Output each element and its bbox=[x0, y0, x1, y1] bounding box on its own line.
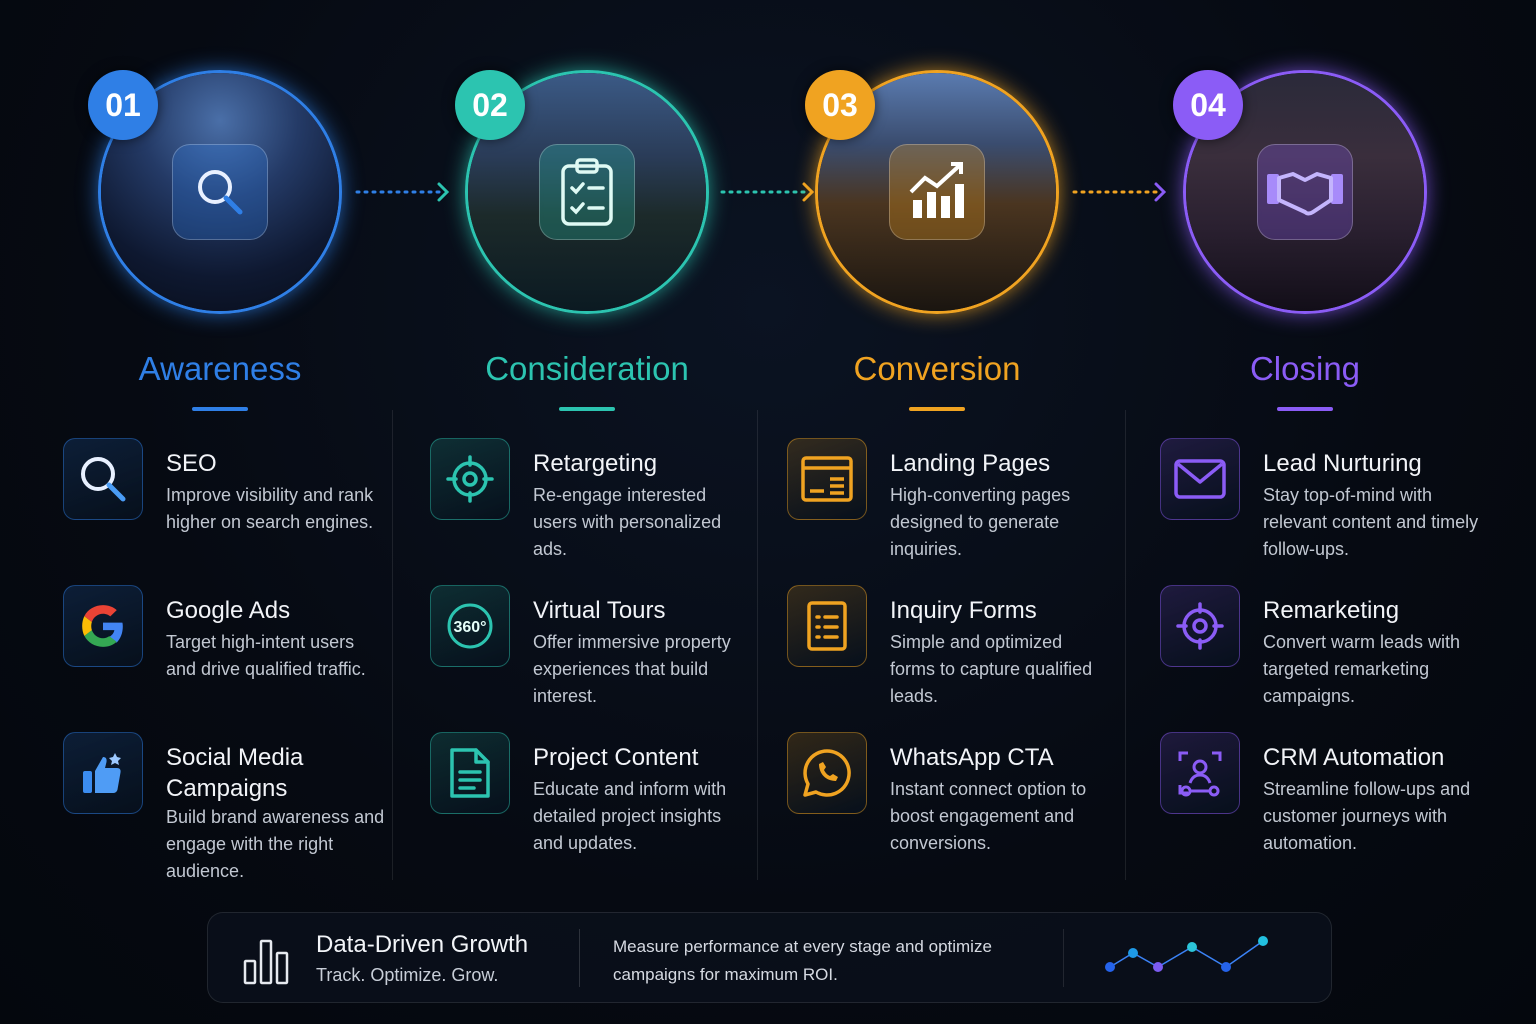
stage-conversion: 03 Conversion Landing Pages High-convert… bbox=[745, 0, 1129, 880]
footer-description: Measure performance at every stage and o… bbox=[613, 937, 992, 984]
stage-photo bbox=[98, 70, 342, 314]
item-description: Improve visibility and rank higher on se… bbox=[166, 485, 374, 532]
form-icon bbox=[787, 585, 867, 667]
bar-chart-icon bbox=[243, 939, 289, 985]
item-description: Target high-intent users and drive quali… bbox=[166, 632, 366, 679]
item-description: Instant connect option to boost engageme… bbox=[890, 779, 1087, 853]
item-title: Project Content bbox=[533, 744, 699, 771]
item-description: Re-engage interested users with personal… bbox=[533, 485, 722, 559]
item-title: Retargeting bbox=[533, 450, 658, 477]
crm-icon bbox=[1160, 732, 1240, 814]
footer-divider bbox=[1063, 929, 1064, 987]
stage-closing: 04 Closing Lead Nurturing Stay top-of-mi… bbox=[1113, 0, 1497, 880]
item-title: Virtual Tours bbox=[533, 597, 666, 624]
item-title: Remarketing bbox=[1263, 597, 1400, 624]
item-description: Convert warm leads with targeted remarke… bbox=[1263, 632, 1461, 706]
stage-number-badge: 02 bbox=[455, 70, 525, 140]
item-title: CRM Automation bbox=[1263, 744, 1445, 771]
target-icon bbox=[430, 438, 510, 520]
footer-divider bbox=[579, 929, 580, 987]
search-icon bbox=[63, 438, 143, 520]
trend-line-icon bbox=[1105, 936, 1268, 972]
footer-tagline: Track. Optimize. Grow. bbox=[316, 965, 499, 985]
item-description: Streamline follow-ups and customer journ… bbox=[1263, 779, 1471, 853]
clipboard-check-icon bbox=[539, 144, 635, 240]
stage-title: Closing bbox=[1249, 350, 1361, 387]
handshake-icon bbox=[1257, 144, 1353, 240]
landing-page-icon bbox=[787, 438, 867, 520]
stage-underline bbox=[559, 407, 615, 411]
item-description: Educate and inform with detailed project… bbox=[533, 779, 727, 853]
item-title: Inquiry Forms bbox=[890, 597, 1037, 624]
growth-chart-icon bbox=[889, 144, 985, 240]
flow-arrow-icon bbox=[1072, 182, 1167, 202]
stage-underline bbox=[909, 407, 965, 411]
flow-arrow-icon bbox=[355, 182, 450, 202]
item-title: Google Ads bbox=[166, 597, 291, 624]
stage-underline bbox=[192, 407, 248, 411]
column-divider bbox=[392, 410, 393, 880]
item-description: High-converting pages designed to genera… bbox=[890, 485, 1071, 559]
item-title: Landing Pages bbox=[890, 450, 1051, 477]
mail-icon bbox=[1160, 438, 1240, 520]
stage-consideration: 02 Consideration Retargeting Re-engage i… bbox=[395, 0, 779, 880]
item-description: Stay top-of-mind with relevant content a… bbox=[1263, 485, 1479, 559]
target-icon bbox=[1160, 585, 1240, 667]
stage-underline bbox=[1277, 407, 1333, 411]
stage-title: Consideration bbox=[485, 350, 689, 387]
column-divider bbox=[757, 410, 758, 880]
item-title: Lead Nurturing bbox=[1263, 450, 1422, 477]
svg-text:360°: 360° bbox=[453, 619, 486, 636]
search-icon bbox=[172, 144, 268, 240]
document-icon bbox=[430, 732, 510, 814]
item-description: Offer immersive property experiences tha… bbox=[533, 632, 731, 706]
item-title: Social Media Campaigns bbox=[166, 744, 304, 802]
flow-arrow-icon bbox=[720, 182, 815, 202]
footer-banner: Data-Driven Growth Track. Optimize. Grow… bbox=[207, 912, 1332, 1003]
stage-number-badge: 03 bbox=[805, 70, 875, 140]
stage-awareness: 01 Awareness SEO Improve visibility and … bbox=[28, 0, 412, 881]
stage-number-badge: 01 bbox=[88, 70, 158, 140]
footer-title: Data-Driven Growth bbox=[316, 931, 529, 958]
stage-title: Awareness bbox=[138, 350, 302, 387]
thumbs-up-icon bbox=[63, 732, 143, 814]
stage-number-badge: 04 bbox=[1173, 70, 1243, 140]
360-icon: 360° bbox=[430, 585, 510, 667]
item-title: WhatsApp CTA bbox=[890, 744, 1054, 771]
item-title: SEO bbox=[166, 450, 217, 477]
item-description: Simple and optimized forms to capture qu… bbox=[890, 632, 1093, 706]
stage-title: Conversion bbox=[853, 350, 1021, 387]
item-description: Build brand awareness and engage with th… bbox=[166, 807, 385, 881]
column-divider bbox=[1125, 410, 1126, 880]
google-icon bbox=[63, 585, 143, 667]
whatsapp-icon bbox=[787, 732, 867, 814]
